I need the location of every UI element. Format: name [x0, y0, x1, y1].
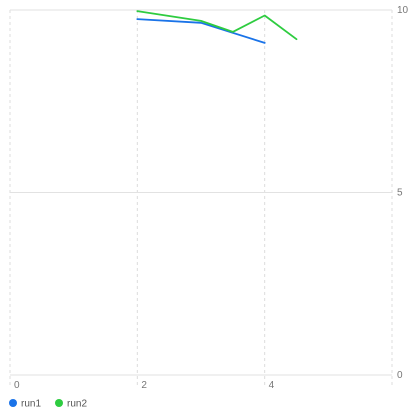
legend-marker: [9, 399, 17, 407]
legend-marker: [55, 399, 63, 407]
grid-layer: [9, 9, 393, 387]
series-layer: [136, 10, 298, 44]
series-line-run2: [136, 10, 298, 41]
legend-label: run1: [21, 399, 41, 410]
legend-item-run1: run1: [9, 399, 41, 410]
y-tick-label: 0: [397, 370, 403, 381]
axis-label-layer: 0 2 4 0 5 10: [14, 5, 409, 391]
x-tick-label: 0: [14, 380, 20, 391]
legend-label: run2: [67, 399, 87, 410]
x-tick-label: 2: [141, 380, 147, 391]
x-tick-label: 4: [269, 380, 275, 391]
legend-item-run2: run2: [55, 399, 87, 410]
y-tick-label: 10: [397, 5, 409, 16]
series-line-run1: [136, 18, 266, 44]
y-tick-label: 5: [397, 188, 403, 199]
legend: run1 run2: [9, 399, 87, 410]
